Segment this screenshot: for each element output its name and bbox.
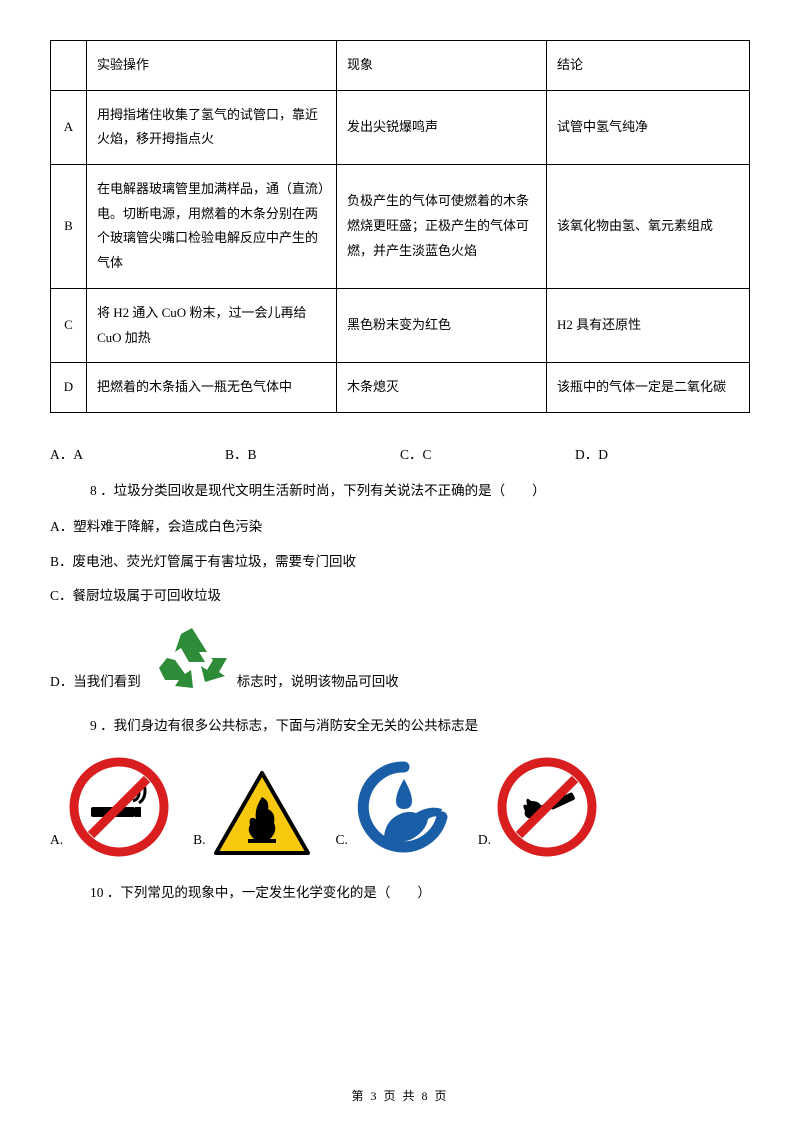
row-letter: B	[51, 165, 87, 289]
table-row: B 在电解器玻璃管里加满样品，通（直流）电。切断电源，用燃着的木条分别在两个玻璃…	[51, 165, 750, 289]
row-op: 将 H2 通入 CuO 粉末，过一会儿再给 CuO 加热	[87, 288, 337, 362]
mc-b: B．B	[225, 443, 400, 467]
row-op: 在电解器玻璃管里加满样品，通（直流）电。切断电源，用燃着的木条分别在两个玻璃管尖…	[87, 165, 337, 289]
q8-opt-d: D．当我们看到 标志时，说明该物品可回收	[50, 622, 750, 700]
row-phen: 木条熄灭	[337, 363, 547, 413]
q8-opt-c: C．餐厨垃圾属于可回收垃圾	[50, 584, 750, 608]
row-conc: 该氧化物由氢、氧元素组成	[547, 165, 750, 289]
header-conc: 结论	[547, 41, 750, 91]
mc-d: D．D	[575, 443, 750, 467]
row-phen: 发出尖锐爆鸣声	[337, 90, 547, 164]
q8-opt-d-pre: D．当我们看到	[50, 670, 141, 694]
water-conservation-icon	[354, 757, 454, 857]
experiment-table: 实验操作 现象 结论 A 用拇指堵住收集了氢气的试管口，靠近火焰，移开拇指点火 …	[50, 40, 750, 413]
multiple-choice-row: A．A B．B C．C D．D	[50, 443, 750, 467]
q8-opt-b: B．废电池、荧光灯管属于有害垃圾，需要专门回收	[50, 550, 750, 574]
q9-icon-row: A. B. C.	[50, 757, 750, 857]
label-a: A.	[50, 828, 63, 852]
label-c: C.	[336, 828, 348, 852]
row-conc: H2 具有还原性	[547, 288, 750, 362]
q8-opt-d-post: 标志时，说明该物品可回收	[237, 670, 399, 694]
q8-opt-a: A．塑料难于降解，会造成白色污染	[50, 515, 750, 539]
no-smoking-icon	[69, 757, 169, 857]
table-row: C 将 H2 通入 CuO 粉末，过一会儿再给 CuO 加热 黑色粉末变为红色 …	[51, 288, 750, 362]
q9-opt-d: D.	[478, 757, 597, 857]
mc-c: C．C	[400, 443, 575, 467]
q9-opt-c: C.	[336, 757, 454, 857]
row-conc: 试管中氢气纯净	[547, 90, 750, 164]
page-footer: 第 3 页 共 8 页	[0, 1086, 800, 1108]
q9-opt-a: A.	[50, 757, 169, 857]
q9-stem: 9 ．我们身边有很多公共标志，下面与消防安全无关的公共标志是	[90, 714, 750, 738]
row-op: 用拇指堵住收集了氢气的试管口，靠近火焰，移开拇指点火	[87, 90, 337, 164]
mc-a: A．A	[50, 443, 225, 467]
recycle-icon	[147, 622, 237, 700]
table-row: D 把燃着的木条插入一瓶无色气体中 木条熄灭 该瓶中的气体一定是二氧化碳	[51, 363, 750, 413]
header-blank	[51, 41, 87, 91]
header-op: 实验操作	[87, 41, 337, 91]
row-phen: 黑色粉末变为红色	[337, 288, 547, 362]
row-letter: D	[51, 363, 87, 413]
header-phen: 现象	[337, 41, 547, 91]
row-conc: 该瓶中的气体一定是二氧化碳	[547, 363, 750, 413]
q8-stem: 8 ．垃圾分类回收是现代文明生活新时尚，下列有关说法不正确的是（ ）	[90, 479, 750, 503]
row-phen: 负极产生的气体可使燃着的木条燃烧更旺盛；正极产生的气体可燃，并产生淡蓝色火焰	[337, 165, 547, 289]
q10-stem: 10 ．下列常见的现象中，一定发生化学变化的是（ ）	[90, 881, 750, 905]
row-letter: A	[51, 90, 87, 164]
q9-opt-b: B.	[193, 769, 311, 857]
label-b: B.	[193, 828, 205, 852]
table-row: A 用拇指堵住收集了氢气的试管口，靠近火焰，移开拇指点火 发出尖锐爆鸣声 试管中…	[51, 90, 750, 164]
no-fireworks-icon	[497, 757, 597, 857]
row-op: 把燃着的木条插入一瓶无色气体中	[87, 363, 337, 413]
label-d: D.	[478, 828, 491, 852]
row-letter: C	[51, 288, 87, 362]
flammable-warning-icon	[212, 769, 312, 857]
